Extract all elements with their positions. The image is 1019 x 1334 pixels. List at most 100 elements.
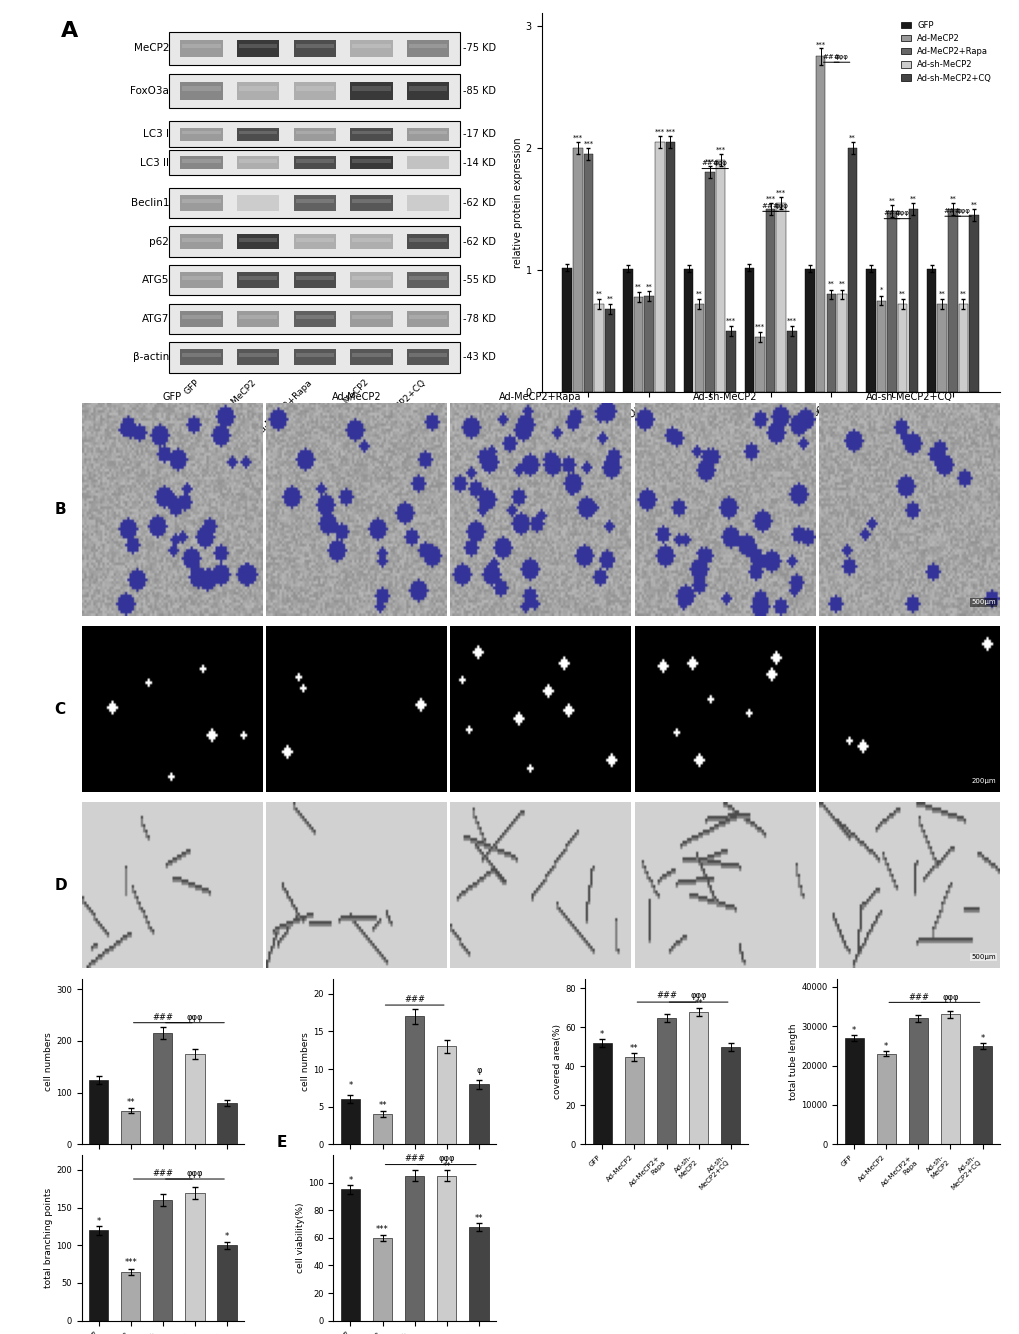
Bar bbox=[561, 268, 572, 392]
Bar bbox=[340, 1099, 360, 1145]
Text: **: ** bbox=[645, 284, 652, 289]
Text: ###: ### bbox=[700, 160, 718, 167]
Bar bbox=[715, 160, 725, 392]
Bar bbox=[185, 1054, 205, 1145]
Bar bbox=[340, 1190, 360, 1321]
Text: **: ** bbox=[695, 291, 702, 297]
Bar bbox=[182, 354, 220, 358]
Y-axis label: total branching points: total branching points bbox=[44, 1187, 53, 1287]
Text: ###: ### bbox=[943, 208, 961, 213]
Bar bbox=[926, 268, 935, 392]
Bar bbox=[407, 156, 448, 169]
Bar bbox=[409, 87, 446, 91]
Text: -17 KD: -17 KD bbox=[462, 129, 495, 139]
Bar bbox=[437, 1046, 455, 1145]
Text: φ: φ bbox=[476, 1066, 481, 1075]
Text: FoxO3a: FoxO3a bbox=[130, 85, 169, 96]
Bar bbox=[296, 87, 333, 91]
Text: -62 KD: -62 KD bbox=[462, 236, 495, 247]
Bar bbox=[238, 131, 277, 135]
Text: φφφ: φφφ bbox=[956, 208, 969, 213]
Bar bbox=[293, 128, 335, 141]
Bar bbox=[296, 131, 333, 135]
Text: -55 KD: -55 KD bbox=[462, 275, 495, 285]
Bar bbox=[407, 311, 448, 327]
Text: -75 KD: -75 KD bbox=[462, 44, 495, 53]
Bar bbox=[180, 272, 222, 288]
Bar bbox=[656, 1018, 676, 1145]
Text: ***: *** bbox=[754, 324, 764, 329]
Bar bbox=[182, 315, 220, 319]
Bar bbox=[293, 81, 335, 100]
Y-axis label: cell viability(%): cell viability(%) bbox=[296, 1202, 305, 1273]
Text: ***: *** bbox=[714, 147, 725, 152]
Text: **: ** bbox=[595, 291, 602, 297]
Bar bbox=[169, 32, 460, 65]
Bar bbox=[182, 159, 220, 163]
Bar bbox=[238, 354, 277, 358]
Bar bbox=[182, 199, 220, 203]
Text: C: C bbox=[54, 702, 65, 716]
Bar bbox=[169, 121, 460, 147]
Bar bbox=[409, 237, 446, 241]
Text: β-actin: β-actin bbox=[132, 352, 169, 363]
Bar bbox=[296, 237, 333, 241]
Bar bbox=[185, 1193, 205, 1321]
Bar bbox=[352, 159, 390, 163]
Bar bbox=[908, 209, 917, 392]
Text: -62 KD: -62 KD bbox=[462, 197, 495, 208]
Text: *: * bbox=[599, 1030, 604, 1039]
Bar bbox=[409, 276, 446, 280]
Text: ***: *** bbox=[765, 196, 774, 201]
Bar bbox=[352, 315, 390, 319]
Bar bbox=[296, 354, 333, 358]
Bar bbox=[236, 128, 279, 141]
Text: *: * bbox=[225, 1231, 229, 1241]
Text: D: D bbox=[54, 878, 67, 892]
Bar bbox=[654, 141, 664, 392]
Text: ***: *** bbox=[573, 135, 582, 140]
Bar bbox=[409, 315, 446, 319]
Text: *: * bbox=[851, 1026, 855, 1035]
Bar bbox=[936, 304, 946, 392]
Text: MeCP2: MeCP2 bbox=[133, 44, 169, 53]
Bar bbox=[844, 1038, 863, 1145]
Text: A: A bbox=[61, 21, 78, 41]
Y-axis label: covered area(%): covered area(%) bbox=[552, 1025, 561, 1099]
Bar bbox=[405, 1175, 424, 1321]
Bar bbox=[236, 311, 279, 327]
Text: **: ** bbox=[849, 135, 855, 140]
Bar bbox=[409, 131, 446, 135]
Text: φφφ: φφφ bbox=[438, 1154, 454, 1163]
Text: **: ** bbox=[126, 1098, 135, 1107]
Bar bbox=[837, 295, 846, 392]
Bar bbox=[683, 268, 693, 392]
Bar bbox=[726, 331, 736, 392]
Bar bbox=[121, 1271, 141, 1321]
Text: ***: *** bbox=[786, 317, 796, 324]
Bar bbox=[217, 1246, 236, 1321]
Bar bbox=[688, 1011, 707, 1145]
Bar bbox=[875, 1054, 895, 1145]
Text: GFP: GFP bbox=[182, 378, 202, 396]
Bar bbox=[182, 44, 220, 48]
Text: φφφ: φφφ bbox=[773, 203, 788, 209]
Bar bbox=[293, 40, 335, 57]
Text: ATG5: ATG5 bbox=[142, 275, 169, 285]
Text: ***: *** bbox=[583, 140, 593, 147]
Text: ***: *** bbox=[124, 1258, 137, 1267]
Bar bbox=[940, 1014, 959, 1145]
Bar bbox=[238, 276, 277, 280]
Bar bbox=[409, 354, 446, 358]
Bar bbox=[352, 276, 390, 280]
Text: **: ** bbox=[970, 201, 976, 208]
Bar bbox=[236, 233, 279, 249]
Bar bbox=[604, 309, 613, 392]
Text: φφφ: φφφ bbox=[186, 1169, 203, 1178]
Bar bbox=[296, 44, 333, 48]
Y-axis label: cell numbers: cell numbers bbox=[302, 1033, 310, 1091]
Text: p62: p62 bbox=[149, 236, 169, 247]
Bar bbox=[182, 87, 220, 91]
Text: ###: ### bbox=[761, 203, 779, 209]
Bar bbox=[775, 203, 786, 392]
